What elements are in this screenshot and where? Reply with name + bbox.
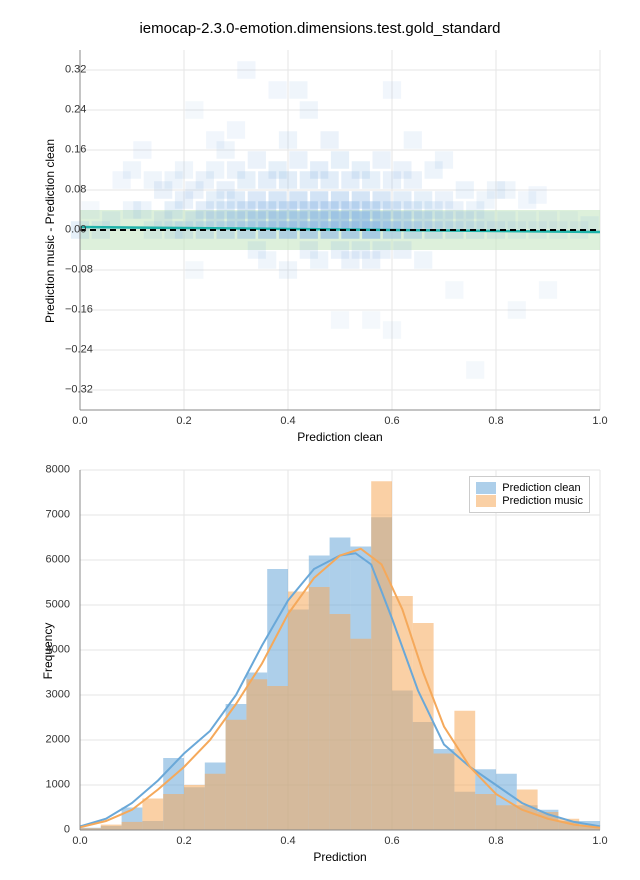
legend-item: Prediction music	[476, 495, 583, 507]
tick-label: −0.08	[65, 265, 70, 276]
tick-label: 0	[64, 825, 70, 836]
tick-label: 6000	[46, 555, 70, 566]
bot-xlabel: Prediction	[80, 850, 600, 864]
bottom-panel: Prediction Frequency 0.00.20.40.60.81.0 …	[80, 470, 600, 830]
tick-label: 0.00	[65, 225, 70, 236]
tick-label: 3000	[46, 690, 70, 701]
legend-label: Prediction music	[502, 495, 583, 507]
tick-label: −0.24	[65, 345, 70, 356]
tick-label: 0.2	[176, 836, 191, 847]
tick-label: 0.24	[65, 105, 70, 116]
tick-label: 0.4	[280, 836, 295, 847]
tick-label: 0.2	[176, 416, 191, 427]
top-plot-svg	[80, 50, 600, 410]
tick-label: 1.0	[592, 836, 607, 847]
legend-item: Prediction clean	[476, 482, 583, 494]
legend-swatch	[476, 482, 496, 494]
tick-label: 0.08	[65, 185, 70, 196]
tick-label: 0.0	[72, 836, 87, 847]
figure: iemocap-2.3.0-emotion.dimensions.test.go…	[0, 0, 640, 880]
tick-label: 0.16	[65, 145, 70, 156]
tick-label: 0.6	[384, 416, 399, 427]
top-ylabel: Prediction music - Prediction clean	[43, 91, 57, 371]
tick-label: −0.16	[65, 305, 70, 316]
tick-label: 0.6	[384, 836, 399, 847]
tick-label: 0.32	[65, 65, 70, 76]
tick-label: 8000	[46, 465, 70, 476]
legend-swatch	[476, 495, 496, 507]
tick-label: 1000	[46, 780, 70, 791]
tick-label: 4000	[46, 645, 70, 656]
tick-label: 0.0	[72, 416, 87, 427]
top-xlabel: Prediction clean	[80, 430, 600, 444]
tick-label: −0.32	[65, 385, 70, 396]
tick-label: 7000	[46, 510, 70, 521]
tick-label: 5000	[46, 600, 70, 611]
legend: Prediction cleanPrediction music	[469, 476, 590, 513]
top-panel: Prediction clean Prediction music - Pred…	[80, 50, 600, 410]
legend-label: Prediction clean	[502, 482, 580, 494]
figure-title: iemocap-2.3.0-emotion.dimensions.test.go…	[0, 20, 640, 37]
tick-label: 2000	[46, 735, 70, 746]
bot-plot-svg	[80, 470, 600, 830]
tick-label: 1.0	[592, 416, 607, 427]
tick-label: 0.4	[280, 416, 295, 427]
tick-label: 0.8	[488, 416, 503, 427]
tick-label: 0.8	[488, 836, 503, 847]
